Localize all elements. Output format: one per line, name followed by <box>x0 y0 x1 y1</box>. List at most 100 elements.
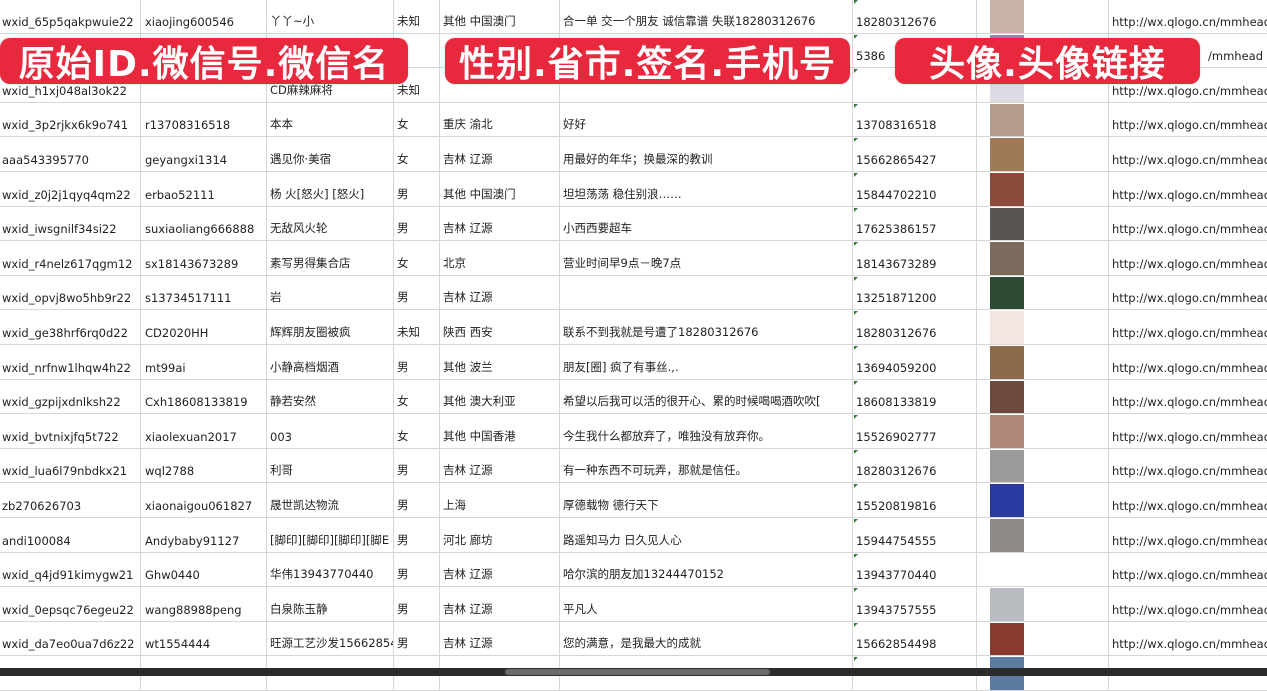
cell-region[interactable]: 其他 波兰 <box>440 344 560 379</box>
cell-avatar[interactable] <box>977 517 1109 552</box>
cell-wechat-id[interactable]: erbao52111 <box>141 171 267 206</box>
cell-region[interactable]: 吉林 辽源 <box>440 621 560 656</box>
cell-avatar[interactable] <box>977 448 1109 483</box>
cell-wechat-id[interactable]: CD2020HH <box>141 310 267 344</box>
cell-original-id[interactable]: wxid_opvj8wo5hb9r22 <box>0 275 141 310</box>
cell-signature[interactable]: 坦坦荡荡 稳住别浪…… <box>560 171 853 206</box>
cell-avatar-url[interactable]: http://wx.qlogo.cn/mmhead <box>1112 187 1267 202</box>
cell-avatar-url[interactable]: http://wx.qlogo.cn/mmhead <box>1112 360 1267 375</box>
cell-region[interactable]: 重庆 渝北 <box>440 102 560 137</box>
cell-avatar[interactable] <box>977 379 1109 414</box>
cell-avatar[interactable] <box>977 102 1109 137</box>
cell-gender[interactable]: 男 <box>394 587 440 621</box>
cell-avatar-url[interactable]: http://wx.qlogo.cn/mmhead <box>1112 222 1267 237</box>
cell-avatar[interactable] <box>977 241 1109 275</box>
cell-gender[interactable]: 未知 <box>394 68 440 102</box>
horizontal-scrollbar[interactable] <box>505 669 770 675</box>
cell-wechat-id[interactable]: Cxh18608133819 <box>141 379 267 414</box>
cell-phone[interactable]: 15526902777 <box>853 414 977 448</box>
cell-avatar[interactable] <box>977 0 1109 33</box>
cell-gender[interactable]: 男 <box>394 275 440 310</box>
cell-avatar-url[interactable]: http://wx.qlogo.cn/mmhead <box>1112 83 1267 98</box>
cell-wechat-id[interactable]: s13734517111 <box>141 275 267 310</box>
cell-original-id[interactable]: wxid_da7eo0ua7d6z22 <box>0 621 141 656</box>
cell-gender[interactable] <box>394 33 440 68</box>
cell-gender[interactable]: 男 <box>394 483 440 517</box>
cell-wechat-name[interactable]: 岩 <box>267 275 394 310</box>
cell-avatar[interactable] <box>977 137 1109 171</box>
cell-original-id[interactable]: wxid_65p5qakpwuie22 <box>0 0 141 33</box>
cell-wechat-name[interactable]: 静若安然 <box>267 379 394 414</box>
cell-original-id[interactable]: wxid_q4jd91kimygw21 <box>0 552 141 587</box>
cell-wechat-id[interactable]: xiaonaigou061827 <box>141 483 267 517</box>
cell-phone[interactable]: 18280312676 <box>853 0 977 33</box>
cell-original-id[interactable]: wxid_nrfnw1lhqw4h22 <box>0 344 141 379</box>
cell-original-id[interactable]: wxid_r4nelz617qgm12 <box>0 241 141 275</box>
cell-original-id[interactable]: wxid_gzpijxdnlksh22 <box>0 379 141 414</box>
cell-region[interactable]: 吉林 辽源 <box>440 587 560 621</box>
cell-phone[interactable]: 15520819816 <box>853 483 977 517</box>
cell-wechat-id[interactable]: xiaolexuan2017 <box>141 414 267 448</box>
cell-gender[interactable]: 男 <box>394 552 440 587</box>
cell-original-id[interactable]: wxid_z0j2j1qyq4qm22 <box>0 171 141 206</box>
cell-signature[interactable]: 有一种东西不可玩弄，那就是信任。 <box>560 448 853 483</box>
cell-gender[interactable]: 未知 <box>394 0 440 33</box>
cell-phone[interactable]: 18280312676 <box>853 448 977 483</box>
cell-region[interactable]: 吉林 辽源 <box>440 448 560 483</box>
cell-original-id[interactable]: wxid_iwsgnilf34si22 <box>0 206 141 241</box>
cell-avatar-url[interactable]: http://wx.qlogo.cn/mmhead <box>1112 256 1267 271</box>
cell-avatar[interactable] <box>977 310 1109 344</box>
cell-signature[interactable]: 希望以后我可以活的很开心、累的时候喝喝酒吹吹[ <box>560 379 853 414</box>
cell-region[interactable] <box>440 68 560 102</box>
cell-avatar-url[interactable]: http://wx.qlogo.cn/mmhead <box>1112 118 1267 133</box>
cell-signature[interactable]: 联系不到我就是号遭了18280312676 <box>560 310 853 344</box>
cell-signature[interactable]: 厚德载物 德行天下 <box>560 483 853 517</box>
cell-wechat-name[interactable]: [脚印][脚印][脚印][脚E <box>267 517 394 552</box>
cell-avatar[interactable] <box>977 206 1109 241</box>
cell-region[interactable]: 其他 中国澳门 <box>440 0 560 33</box>
cell-gender[interactable]: 男 <box>394 344 440 379</box>
cell-avatar-url[interactable]: http://wx.qlogo.cn/mmhead <box>1112 395 1267 410</box>
cell-phone[interactable]: 13694059200 <box>853 344 977 379</box>
cell-signature[interactable]: 哈尔滨的朋友加13244470152 <box>560 552 853 587</box>
cell-region[interactable]: 吉林 辽源 <box>440 275 560 310</box>
cell-phone[interactable]: 13251871200 <box>853 275 977 310</box>
cell-avatar-url[interactable]: http://wx.qlogo.cn/mmhead <box>1112 291 1267 306</box>
cell-original-id[interactable]: andi100084 <box>0 517 141 552</box>
cell-signature[interactable]: 合一单 交一个朋友 诚信靠谱 失联18280312676 <box>560 0 853 33</box>
cell-region[interactable]: 其他 澳大利亚 <box>440 379 560 414</box>
cell-region[interactable]: 北京 <box>440 241 560 275</box>
cell-avatar-url[interactable]: http://wx.qlogo.cn/mmhead <box>1112 637 1267 652</box>
cell-wechat-name[interactable]: 遇见你·美宿 <box>267 137 394 171</box>
cell-gender[interactable]: 男 <box>394 517 440 552</box>
cell-region[interactable]: 河北 廊坊 <box>440 517 560 552</box>
cell-gender[interactable]: 女 <box>394 414 440 448</box>
cell-region[interactable]: 吉林 辽源 <box>440 206 560 241</box>
cell-gender[interactable]: 男 <box>394 206 440 241</box>
cell-phone[interactable]: 15662865427 <box>853 137 977 171</box>
cell-wechat-id[interactable]: Ghw0440 <box>141 552 267 587</box>
cell-signature[interactable]: 营业时间早9点－晚7点 <box>560 241 853 275</box>
cell-phone[interactable]: 15662854498 <box>853 621 977 656</box>
cell-original-id[interactable]: wxid_h1xj048al3ok22 <box>0 68 141 102</box>
cell-phone[interactable]: 13708316518 <box>853 102 977 137</box>
cell-wechat-name[interactable]: 003 <box>267 414 394 448</box>
cell-wechat-id[interactable]: mt99ai <box>141 344 267 379</box>
cell-gender[interactable]: 男 <box>394 448 440 483</box>
cell-original-id[interactable]: aaa543395770 <box>0 137 141 171</box>
cell-wechat-name[interactable]: 晟世凯达物流 <box>267 483 394 517</box>
cell-gender[interactable]: 未知 <box>394 310 440 344</box>
cell-wechat-id[interactable]: Andybaby91127 <box>141 517 267 552</box>
cell-original-id[interactable]: zb270626703 <box>0 483 141 517</box>
cell-wechat-id[interactable]: r13708316518 <box>141 102 267 137</box>
cell-signature[interactable] <box>560 33 853 68</box>
cell-wechat-id[interactable]: geyangxi1314 <box>141 137 267 171</box>
cell-wechat-id[interactable] <box>141 68 267 102</box>
cell-wechat-name[interactable]: CD麻辣麻将 <box>267 68 394 102</box>
cell-phone[interactable]: 18280312676 <box>853 310 977 344</box>
cell-avatar[interactable] <box>977 587 1109 621</box>
cell-wechat-name[interactable]: 旺源工艺沙发15662854 <box>267 621 394 656</box>
cell-gender[interactable]: 男 <box>394 171 440 206</box>
cell-avatar[interactable] <box>977 275 1109 310</box>
cell-avatar-url[interactable]: http://wx.qlogo.cn/mmhead <box>1112 498 1267 513</box>
